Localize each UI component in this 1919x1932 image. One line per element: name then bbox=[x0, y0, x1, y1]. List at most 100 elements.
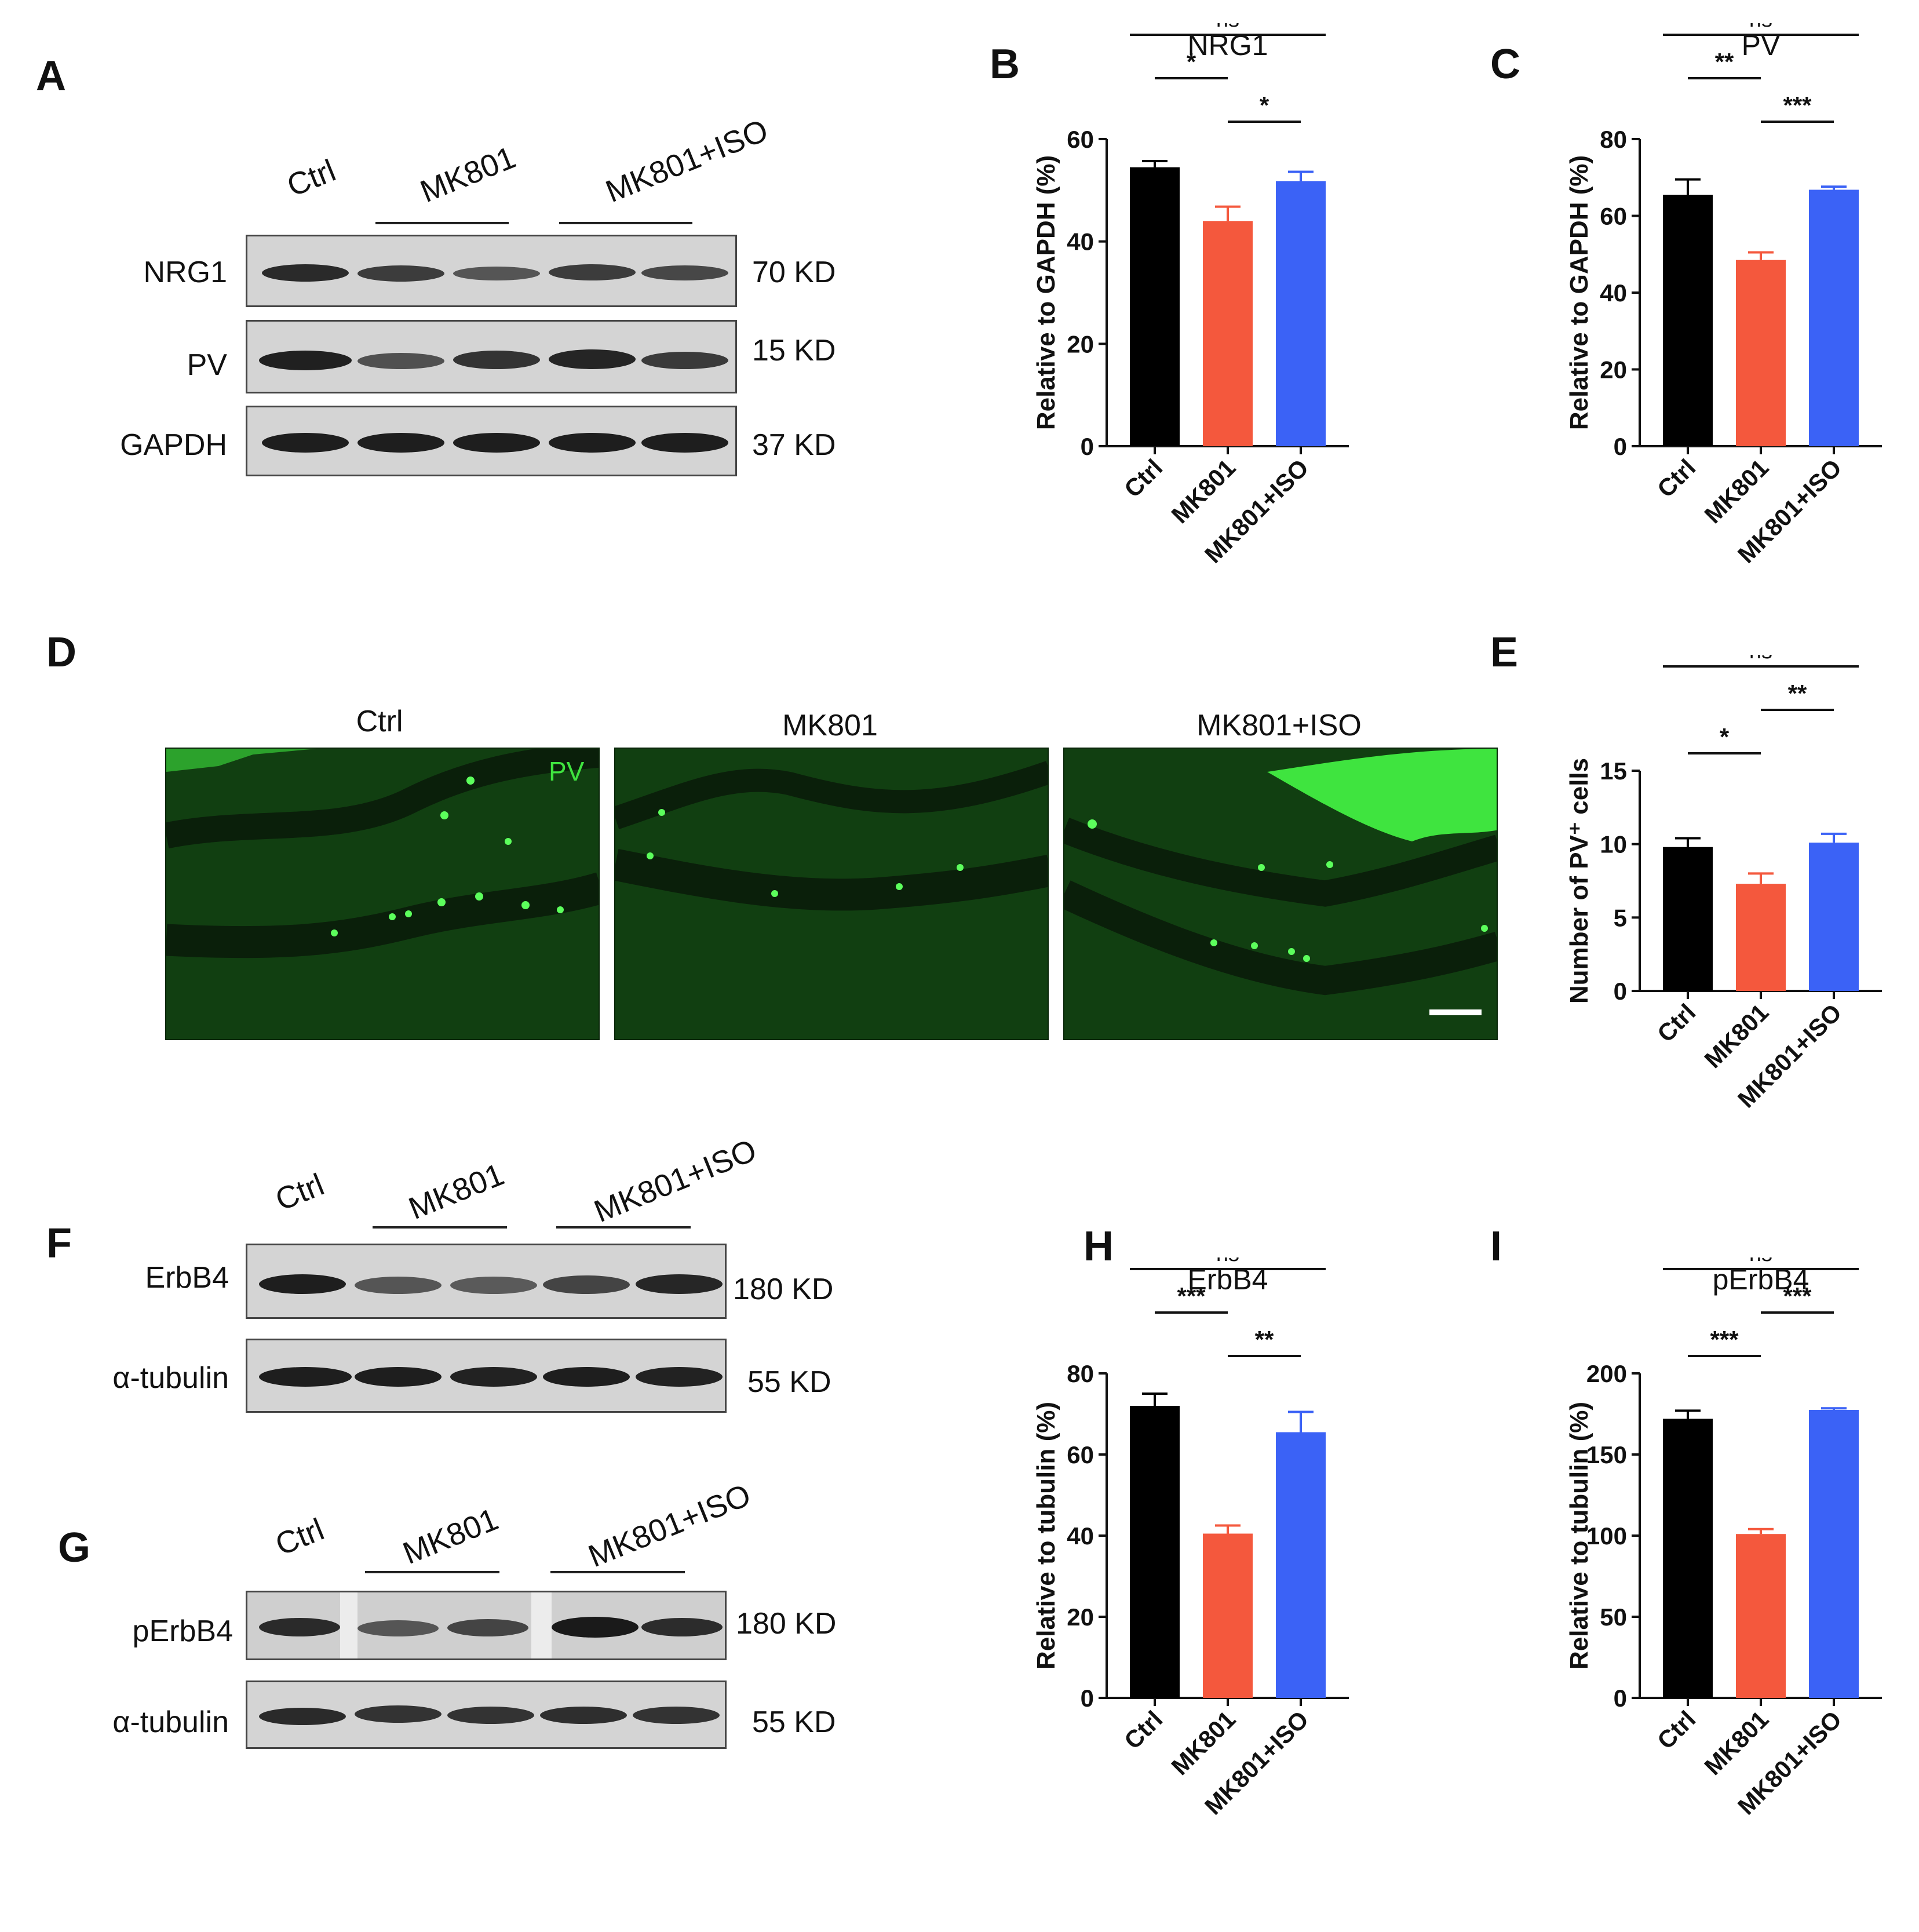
y-tick-label: 0 bbox=[1614, 978, 1627, 1005]
bar bbox=[1276, 1432, 1326, 1698]
y-axis-label: Number of PV⁺ cells bbox=[1565, 758, 1593, 1004]
significance-label: * bbox=[1720, 723, 1730, 750]
blot-row-label: NRG1 bbox=[143, 256, 227, 289]
blot-kd-label: 37 KD bbox=[752, 428, 836, 462]
bar bbox=[1130, 167, 1180, 446]
bar bbox=[1203, 221, 1253, 446]
micrograph-title: Ctrl bbox=[356, 705, 403, 738]
lane-label-ctrl: Ctrl bbox=[271, 1167, 329, 1218]
micrograph-ctrl: PV bbox=[165, 748, 600, 1040]
bar bbox=[1736, 884, 1786, 991]
y-tick-label: 60 bbox=[1067, 1441, 1094, 1468]
y-axis-label: Relative to tubulin (%) bbox=[1565, 1402, 1593, 1669]
y-tick-label: 20 bbox=[1067, 330, 1094, 358]
y-tick-label: 20 bbox=[1067, 1603, 1094, 1631]
lane-group-line bbox=[373, 1226, 507, 1229]
blot-strip bbox=[246, 235, 737, 307]
significance-label: * bbox=[1187, 48, 1196, 75]
blot-strip bbox=[246, 1681, 727, 1749]
bar bbox=[1809, 843, 1859, 991]
micrograph-image bbox=[1064, 749, 1497, 1039]
blot-kd-label: 70 KD bbox=[752, 256, 836, 289]
micrograph-mk801 bbox=[614, 748, 1049, 1040]
y-tick-label: 10 bbox=[1600, 831, 1627, 858]
blot-row-label: PV bbox=[187, 348, 227, 382]
panel-letter-d: D bbox=[46, 629, 76, 676]
significance-label: ** bbox=[1788, 680, 1807, 707]
significance-label: ** bbox=[1255, 1326, 1274, 1353]
y-tick-label: 50 bbox=[1600, 1603, 1627, 1631]
y-tick-label: 150 bbox=[1586, 1441, 1627, 1468]
panel-letter-g: G bbox=[58, 1525, 91, 1571]
lane-group-line bbox=[550, 1571, 685, 1573]
blot-strip bbox=[246, 406, 737, 476]
lane-group-line bbox=[365, 1571, 499, 1573]
bar bbox=[1809, 189, 1859, 446]
blot-strip bbox=[246, 1591, 727, 1660]
x-tick-label: Ctrl bbox=[1652, 998, 1701, 1047]
significance-label: ns bbox=[1749, 23, 1772, 32]
x-tick-label: MK801 bbox=[1166, 454, 1241, 528]
y-tick-label: 200 bbox=[1586, 1360, 1627, 1387]
panel-letter-b: B bbox=[990, 41, 1020, 88]
significance-label: * bbox=[1260, 92, 1269, 119]
x-tick-label: Ctrl bbox=[1652, 454, 1701, 502]
blot-strip bbox=[246, 1339, 727, 1413]
x-tick-label: Ctrl bbox=[1119, 454, 1168, 502]
y-axis-label: Relative to GAPDH (%) bbox=[1032, 155, 1060, 430]
micrograph-title: MK801+ISO bbox=[1196, 709, 1362, 742]
lane-label-mk801-iso: MK801+ISO bbox=[583, 1477, 756, 1574]
blot-row-label: pErbB4 bbox=[132, 1614, 233, 1648]
micrograph-image bbox=[615, 749, 1048, 1039]
x-tick-label: MK801 bbox=[1699, 454, 1774, 528]
bar bbox=[1203, 1533, 1253, 1698]
x-tick-label: MK801 bbox=[1166, 1705, 1241, 1780]
blot-kd-label: 15 KD bbox=[752, 334, 836, 367]
y-tick-label: 15 bbox=[1600, 757, 1627, 785]
bar bbox=[1809, 1410, 1859, 1698]
bar bbox=[1736, 260, 1786, 446]
panel-letter-f: F bbox=[46, 1220, 72, 1267]
y-tick-label: 80 bbox=[1600, 126, 1627, 153]
lane-label-ctrl: Ctrl bbox=[282, 152, 341, 204]
blot-kd-label: 55 KD bbox=[752, 1705, 836, 1739]
y-axis-label: Relative to GAPDH (%) bbox=[1565, 155, 1593, 430]
lane-label-mk801-iso: MK801+ISO bbox=[601, 112, 773, 210]
lane-label-mk801: MK801 bbox=[398, 1501, 504, 1572]
y-tick-label: 40 bbox=[1067, 228, 1094, 256]
significance-label: *** bbox=[1783, 92, 1812, 119]
bar bbox=[1736, 1534, 1786, 1698]
panel-letter-c: C bbox=[1490, 41, 1520, 88]
blot-kd-label: 55 KD bbox=[747, 1365, 831, 1399]
blot-row-label: ErbB4 bbox=[145, 1261, 229, 1295]
y-tick-label: 0 bbox=[1081, 1685, 1094, 1712]
panel-letter-e: E bbox=[1490, 629, 1519, 676]
micrograph-mk801-iso bbox=[1063, 748, 1498, 1040]
blot-kd-label: 180 KD bbox=[733, 1273, 834, 1306]
lane-label-ctrl: Ctrl bbox=[271, 1511, 329, 1563]
x-tick-label: MK801 bbox=[1699, 998, 1774, 1073]
blot-strip bbox=[246, 320, 737, 393]
panel-letter-h: H bbox=[1083, 1223, 1114, 1270]
blot-row-label: α-tubulin bbox=[112, 1361, 229, 1395]
lane-group-line bbox=[375, 222, 509, 224]
lane-label-mk801: MK801 bbox=[404, 1157, 509, 1227]
bar bbox=[1663, 1419, 1713, 1698]
blot-row-label: GAPDH bbox=[120, 428, 227, 462]
y-tick-label: 60 bbox=[1600, 203, 1627, 230]
lane-label-mk801-iso: MK801+ISO bbox=[589, 1132, 761, 1230]
y-tick-label: 20 bbox=[1600, 356, 1627, 384]
y-axis-label: Relative to tubulin (%) bbox=[1032, 1402, 1060, 1669]
micrograph-title: MK801 bbox=[782, 709, 878, 742]
lane-group-line bbox=[556, 1226, 691, 1229]
lane-label-mk801: MK801 bbox=[415, 140, 521, 210]
significance-label: *** bbox=[1783, 1282, 1812, 1310]
x-tick-label: Ctrl bbox=[1652, 1705, 1701, 1754]
bar bbox=[1276, 181, 1326, 446]
y-tick-label: 0 bbox=[1614, 433, 1627, 460]
blot-strip bbox=[246, 1244, 727, 1319]
y-tick-label: 40 bbox=[1067, 1522, 1094, 1550]
panel-letter-a: A bbox=[36, 53, 66, 99]
blot-row-label: α-tubulin bbox=[112, 1705, 229, 1739]
